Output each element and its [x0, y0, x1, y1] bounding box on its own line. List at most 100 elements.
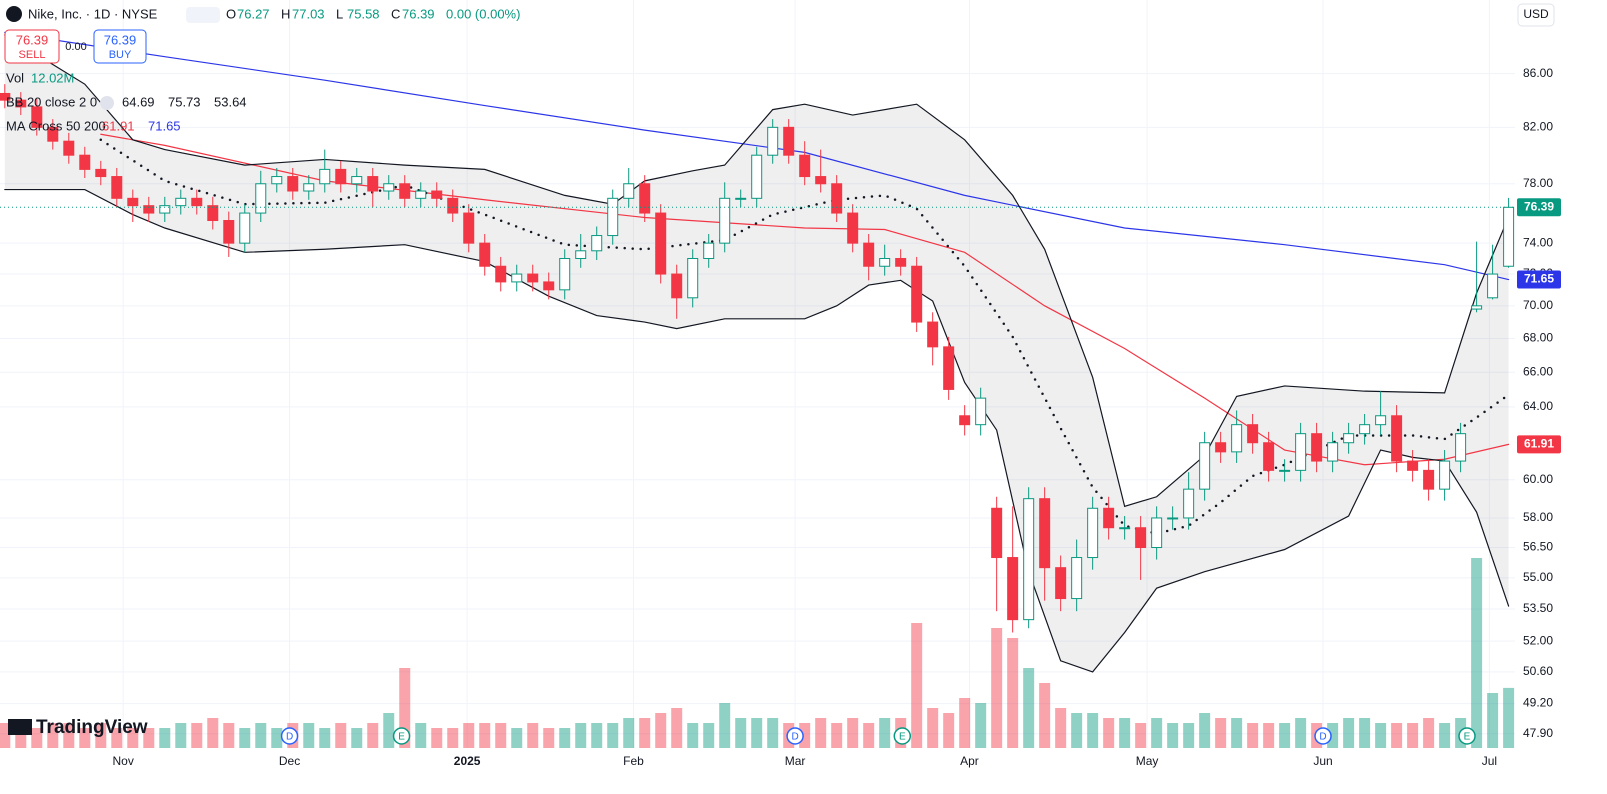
- candle-body: [63, 140, 75, 156]
- event-marker[interactable]: [1458, 727, 1476, 745]
- volume-bar: [415, 723, 427, 748]
- logo-mark: [8, 719, 32, 735]
- volume-bar: [671, 708, 683, 748]
- candle-body: [1263, 442, 1275, 471]
- candle-body: [175, 197, 187, 207]
- volume-bar: [1375, 723, 1387, 748]
- event-marker[interactable]: [280, 727, 299, 745]
- event-marker[interactable]: [893, 727, 912, 745]
- candle-body: [1423, 469, 1435, 490]
- volume-bar: [767, 718, 779, 748]
- x-tick-label: Feb: [623, 754, 644, 768]
- volume-bar: [175, 723, 187, 748]
- ohlc-value: 75.58: [347, 6, 380, 21]
- legend-vol-name: Vol: [6, 70, 24, 85]
- candle-body: [111, 176, 123, 199]
- volume-bar: [1103, 718, 1115, 748]
- candle-body: [79, 154, 91, 170]
- sell-label: SELL: [19, 49, 46, 61]
- candle-body: [431, 190, 443, 199]
- y-tick-label: 86.00: [1523, 66, 1553, 80]
- volume-bar: [303, 723, 315, 748]
- symbol-title[interactable]: Nike, Inc. · 1D · NYSE: [28, 6, 158, 21]
- candle-body: [1327, 442, 1339, 462]
- flag-button[interactable]: [186, 7, 220, 23]
- volume-bar: [159, 728, 171, 748]
- candle-body: [383, 183, 395, 192]
- volume-bar: [63, 723, 75, 748]
- volume-bar: [607, 723, 619, 748]
- event-marker[interactable]: [786, 727, 804, 745]
- candle-body: [127, 197, 139, 207]
- candle-body: [415, 190, 427, 199]
- volume-bar: [1487, 693, 1499, 748]
- volume-bar: [399, 668, 411, 748]
- band-fill: [4, 34, 1509, 672]
- candle-body: [255, 183, 267, 214]
- candle-body: [0, 92, 11, 101]
- volume-bar: [751, 718, 763, 748]
- candle-body: [1343, 433, 1355, 444]
- volume-bar: [511, 728, 523, 748]
- candle-body: [671, 273, 683, 299]
- y-tick-label: 64.00: [1523, 399, 1553, 413]
- volume-bar: [1407, 723, 1419, 748]
- volume-bar: [271, 728, 283, 748]
- currency-button[interactable]: [1517, 3, 1555, 27]
- sell-button[interactable]: [4, 29, 60, 64]
- candle-body: [1231, 424, 1243, 453]
- volume-bar: [1183, 723, 1195, 748]
- candle-body: [895, 257, 907, 267]
- candle-body: [15, 99, 27, 108]
- event-label: E: [1464, 732, 1471, 743]
- candle-body: [271, 176, 283, 185]
- candle-body: [1007, 557, 1019, 621]
- x-tick-label: Jun: [1313, 754, 1332, 768]
- volume-bar: [1231, 718, 1243, 748]
- candle-body: [1295, 433, 1307, 471]
- volume-bar: [1423, 718, 1435, 748]
- event-marker[interactable]: [392, 727, 411, 745]
- volume-bar: [367, 723, 379, 748]
- candle-body: [1119, 527, 1131, 530]
- x-tick-label: May: [1136, 754, 1159, 768]
- volume-bar: [1327, 723, 1339, 748]
- volume-bar: [735, 718, 747, 748]
- volume-bar: [639, 718, 651, 748]
- price-tag-label: 71.65: [1524, 272, 1554, 286]
- y-tick-label: 56.50: [1523, 540, 1553, 554]
- ohlc-value: 77.03: [292, 6, 325, 21]
- buy-price: 76.39: [104, 32, 137, 47]
- volume-bar: [335, 723, 347, 748]
- y-tick-label: 53.50: [1523, 601, 1553, 615]
- volume-bar: [1007, 638, 1019, 748]
- change: 0.00 (0.00%): [446, 6, 520, 21]
- candle-body: [1311, 433, 1323, 462]
- buy-button[interactable]: [93, 29, 147, 64]
- volume-bar: [1215, 718, 1227, 748]
- volume-bar: [1151, 718, 1163, 748]
- candle-body: [511, 273, 523, 283]
- legend-icon[interactable]: [100, 96, 114, 110]
- volume-bar: [1055, 708, 1067, 748]
- candle-body: [687, 257, 699, 299]
- volume-bar: [1071, 713, 1083, 748]
- ohlc-label: L: [336, 6, 343, 21]
- volume-bar: [1279, 723, 1291, 748]
- volume-bar: [927, 708, 939, 748]
- candle-body: [623, 183, 635, 199]
- volume-bar: [15, 723, 27, 748]
- candle-body: [335, 168, 347, 185]
- volume-bar: [191, 723, 203, 748]
- candle-body: [1247, 424, 1259, 444]
- candle-body: [719, 197, 731, 244]
- volume-bar: [1391, 723, 1403, 748]
- spread: 0.00: [65, 41, 86, 53]
- y-tick-label: 49.20: [1523, 696, 1553, 710]
- y-tick-label: 78.00: [1523, 176, 1553, 190]
- volume-bar: [1471, 558, 1483, 748]
- candle-body: [1023, 498, 1035, 621]
- sell-price: 76.39: [16, 32, 49, 47]
- event-marker[interactable]: [1314, 727, 1332, 745]
- candle-body: [239, 212, 251, 244]
